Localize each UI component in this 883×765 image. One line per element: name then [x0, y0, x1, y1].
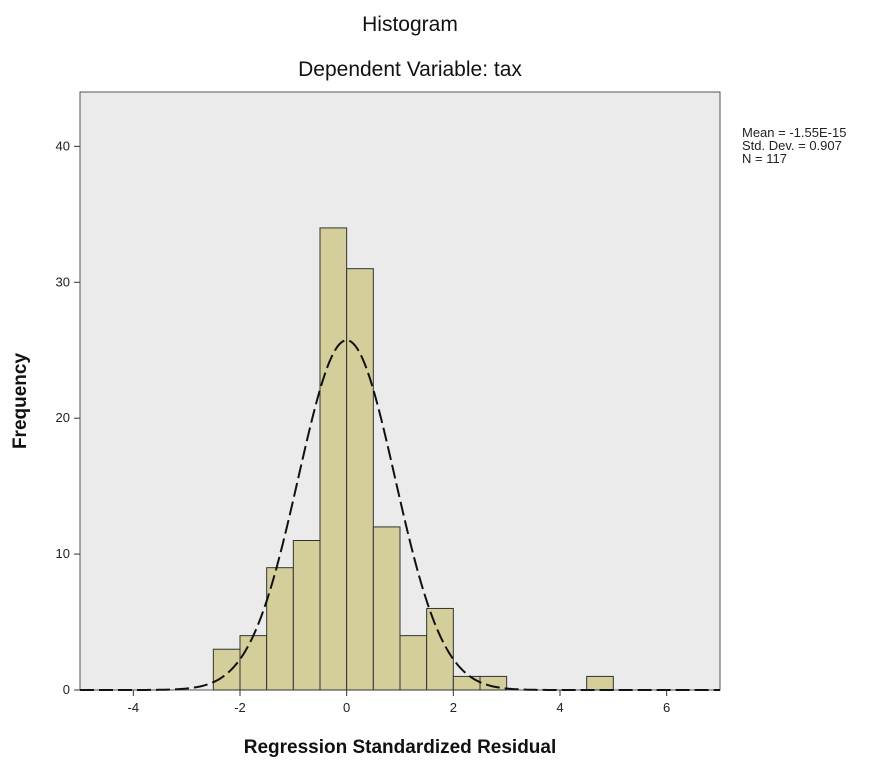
y-tick-label: 10 — [56, 546, 70, 561]
stats-std-dev: Std. Dev. = 0.907 — [742, 138, 842, 153]
histogram-bar — [399, 635, 428, 691]
x-tick-label: 6 — [663, 700, 670, 715]
x-tick-label: 4 — [556, 700, 563, 715]
histogram-bar — [319, 227, 348, 691]
x-tick-label: 2 — [450, 700, 457, 715]
chart-title: Histogram — [362, 13, 458, 36]
y-axis-title: Frequency — [10, 353, 31, 450]
x-tick-label: 0 — [343, 700, 350, 715]
y-tick-label: 20 — [56, 410, 70, 425]
x-tick-label: -2 — [234, 700, 246, 715]
stats-legend: Mean = -1.55E-15 Std. Dev. = 0.907 N = 1… — [742, 126, 846, 165]
x-tick-label: -4 — [128, 700, 140, 715]
histogram-bar — [346, 268, 374, 691]
histogram-bar — [292, 540, 321, 691]
histogram-bar — [452, 675, 481, 691]
histogram-bar — [586, 675, 614, 691]
y-tick-label: 0 — [63, 682, 70, 697]
y-tick-label: 40 — [56, 138, 70, 153]
y-tick-label: 30 — [56, 274, 70, 289]
histogram-bar — [479, 675, 508, 691]
x-axis-title: Regression Standardized Residual — [244, 737, 557, 758]
stats-mean: Mean = -1.55E-15 — [742, 125, 847, 140]
histogram-bar — [372, 526, 401, 691]
histogram-bar — [212, 648, 241, 691]
histogram-bar — [239, 635, 268, 691]
stats-n: N = 117 — [742, 151, 787, 166]
histogram-bar — [426, 607, 454, 691]
normal-curve — [80, 339, 720, 691]
chart-subtitle: Dependent Variable: tax — [298, 58, 522, 81]
